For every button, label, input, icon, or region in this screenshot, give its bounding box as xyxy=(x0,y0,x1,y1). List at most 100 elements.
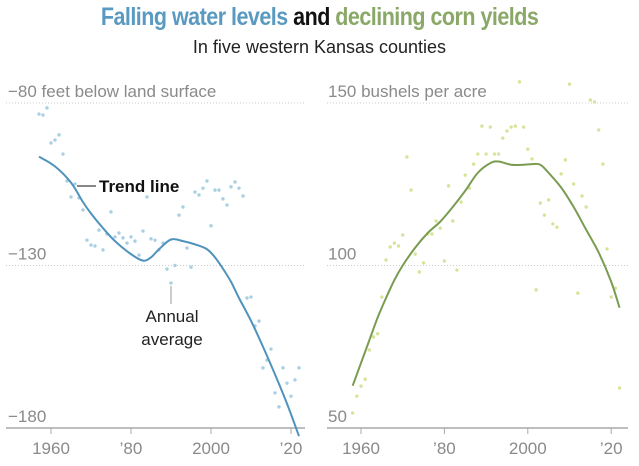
data-point xyxy=(451,219,455,223)
x-tick-label: 2000 xyxy=(509,439,547,458)
data-point xyxy=(571,182,576,186)
data-point xyxy=(185,246,189,250)
title-and: and xyxy=(287,3,336,31)
data-point xyxy=(596,128,601,132)
data-point xyxy=(463,173,467,177)
data-point xyxy=(249,295,253,299)
data-point xyxy=(201,186,205,190)
data-point xyxy=(492,152,497,156)
data-point xyxy=(153,238,157,242)
trend-line xyxy=(351,160,621,387)
data-point xyxy=(359,384,363,388)
x-tick-label: ’80 xyxy=(120,439,143,458)
data-point xyxy=(281,366,285,370)
data-point xyxy=(434,219,438,223)
data-point xyxy=(555,225,559,229)
data-point xyxy=(245,296,249,300)
data-point xyxy=(446,184,451,188)
data-point xyxy=(409,188,413,192)
data-point xyxy=(517,80,522,84)
data-point xyxy=(101,248,105,252)
data-point xyxy=(584,205,588,209)
data-point xyxy=(261,366,265,370)
data-point xyxy=(580,194,584,198)
data-point xyxy=(181,205,185,209)
x-tick-label: 1960 xyxy=(342,439,380,458)
data-point xyxy=(480,124,484,128)
data-point xyxy=(576,291,580,295)
annual-average-label-line2: average xyxy=(141,330,202,349)
data-point xyxy=(396,244,401,248)
y-tick-label: −130 xyxy=(8,245,46,264)
data-point xyxy=(193,190,197,194)
data-point xyxy=(269,347,273,351)
data-point xyxy=(241,194,245,198)
data-point xyxy=(289,394,293,398)
data-point xyxy=(257,319,261,323)
data-point xyxy=(401,233,405,237)
data-point xyxy=(45,106,49,110)
data-point xyxy=(165,267,169,271)
water-level-chart: −80 feet below land surface −130 −180 1960 ’… xyxy=(6,82,305,458)
trend-line-label: Trend line xyxy=(99,177,179,196)
data-point xyxy=(285,381,289,385)
y-tick-label: 100 xyxy=(328,245,356,264)
data-point xyxy=(189,265,193,269)
data-point xyxy=(197,193,201,197)
data-point xyxy=(145,195,149,199)
data-point xyxy=(73,182,77,186)
y-tick-label: −80 feet below land surface xyxy=(8,82,216,101)
data-point xyxy=(121,236,125,240)
data-point xyxy=(237,186,241,190)
trend-line xyxy=(38,155,300,437)
data-point xyxy=(49,141,53,145)
data-point xyxy=(205,179,209,183)
data-point xyxy=(588,98,593,102)
data-point xyxy=(542,213,547,217)
data-point xyxy=(133,239,137,243)
data-point xyxy=(221,197,225,201)
data-point xyxy=(109,210,113,214)
data-point xyxy=(488,125,492,129)
data-point xyxy=(592,100,597,104)
data-point xyxy=(209,224,213,228)
data-point xyxy=(113,235,117,239)
data-point xyxy=(125,241,129,245)
x-tick-label: ’20 xyxy=(600,439,623,458)
data-point xyxy=(217,188,221,192)
data-point xyxy=(89,243,93,247)
title-water-levels: Falling water levels xyxy=(100,3,288,31)
data-point xyxy=(530,157,534,161)
corn-yield-chart: 150 bushels per acre 100 50 1960 ’80 2000 ’20 xyxy=(327,80,628,458)
data-point xyxy=(149,237,153,241)
data-point xyxy=(57,133,61,137)
data-point xyxy=(93,244,97,248)
data-point xyxy=(273,391,277,395)
data-point xyxy=(233,180,237,184)
data-point xyxy=(97,228,101,232)
data-point xyxy=(459,200,463,204)
data-point xyxy=(605,247,609,251)
x-tick-label: 1960 xyxy=(32,439,70,458)
y-tick-label: −180 xyxy=(8,407,46,426)
data-point xyxy=(177,213,181,217)
data-point xyxy=(538,201,543,205)
data-point xyxy=(384,258,388,262)
data-point xyxy=(388,245,392,249)
data-point xyxy=(526,147,530,151)
data-point xyxy=(442,259,447,263)
data-point xyxy=(438,226,442,230)
chart-title: Falling water levels and declining corn … xyxy=(45,3,595,32)
data-point xyxy=(534,288,538,292)
data-point xyxy=(563,158,568,162)
data-point xyxy=(413,252,417,256)
data-point xyxy=(375,332,380,336)
data-point xyxy=(85,238,89,242)
title-corn-yields: declining corn yields xyxy=(335,3,539,31)
data-point xyxy=(455,268,459,272)
annual-average-label-line1: Annual xyxy=(146,307,199,326)
data-point xyxy=(559,172,563,176)
data-point xyxy=(417,270,422,274)
data-point xyxy=(496,152,501,156)
